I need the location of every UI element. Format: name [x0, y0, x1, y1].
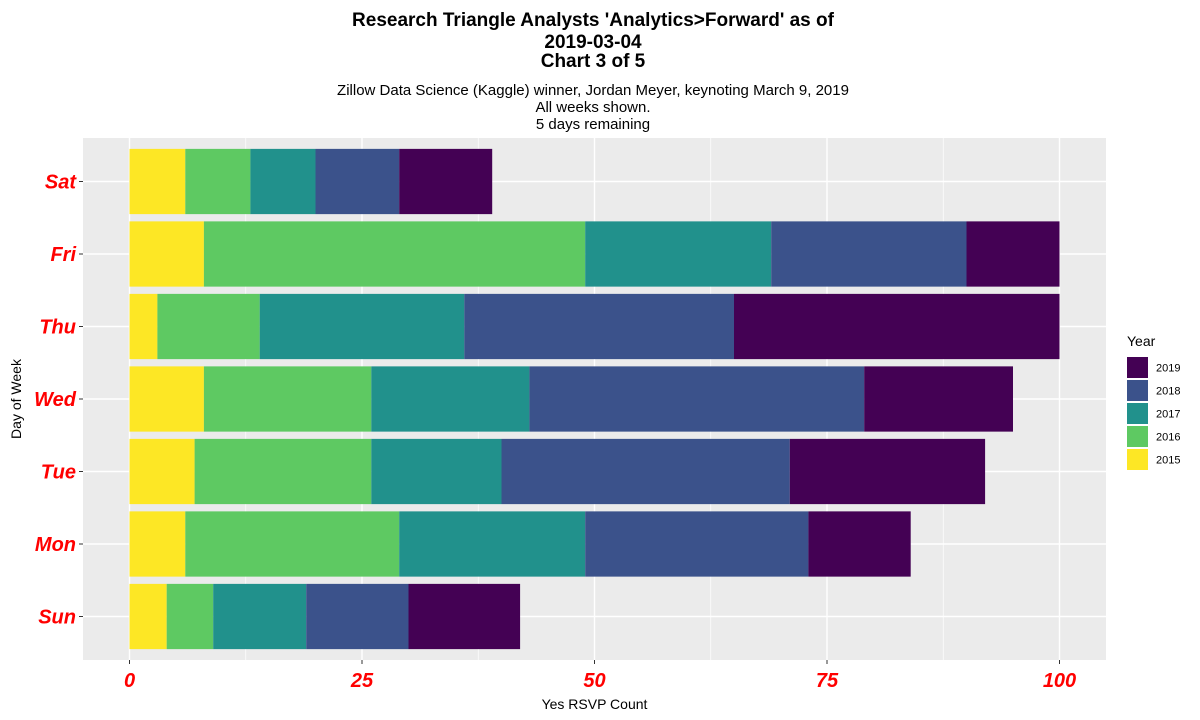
legend-swatch-2015: [1127, 449, 1148, 470]
bar-fri-2018: [771, 221, 967, 287]
bar-sat-2015: [129, 148, 186, 215]
bar-sat-2017: [250, 148, 316, 215]
xtick-label-3: 75: [816, 670, 839, 692]
legend-swatch-2019: [1127, 357, 1148, 378]
bar-mon-2016: [185, 511, 400, 577]
xtick-label-2: 50: [583, 670, 605, 692]
bar-thu-2017: [259, 293, 465, 360]
chart-title-line-2: 2019-03-04: [544, 32, 642, 53]
chart-title-line-3: Chart 3 of 5: [541, 51, 646, 72]
bar-tue-2017: [371, 438, 502, 505]
bar-mon-2017: [399, 511, 586, 577]
legend-title: Year: [1127, 333, 1156, 349]
bar-sun-2017: [213, 583, 307, 650]
legend-label-2016: 2016: [1156, 432, 1180, 444]
bar-mon-2018: [585, 511, 809, 577]
bar-tue-2016: [194, 438, 372, 505]
bar-fri-2015: [129, 221, 204, 287]
ytick-label-sun: Sun: [38, 607, 76, 629]
legend-swatch-2016: [1127, 426, 1148, 447]
ytick-label-sat: Sat: [45, 172, 77, 194]
chart-title-line-1: Research Triangle Analysts 'Analytics>Fo…: [352, 10, 835, 31]
ytick-label-fri: Fri: [50, 244, 76, 266]
bar-tue-2019: [789, 438, 986, 505]
bar-mon-2019: [808, 511, 911, 577]
bar-sat-2016: [185, 148, 251, 215]
bar-wed-2018: [529, 366, 865, 432]
x-axis-title: Yes RSVP Count: [542, 696, 648, 712]
chart-subtitle-line-3: 5 days remaining: [536, 116, 650, 133]
chart-subtitle-line-1: Zillow Data Science (Kaggle) winner, Jor…: [337, 82, 849, 99]
bar-sat-2018: [315, 148, 400, 215]
bar-sun-2016: [166, 583, 214, 650]
bar-sun-2018: [306, 583, 409, 650]
bar-sun-2015: [129, 583, 167, 650]
bar-mon-2015: [129, 511, 186, 577]
bar-sun-2019: [408, 583, 521, 650]
bar-tue-2018: [501, 438, 790, 505]
bar-tue-2015: [129, 438, 195, 505]
bar-thu-2018: [464, 293, 734, 360]
xtick-label-1: 25: [350, 670, 374, 692]
legend-label-2019: 2019: [1156, 363, 1180, 375]
xtick-label-4: 100: [1043, 670, 1076, 692]
bar-fri-2017: [585, 221, 772, 287]
ytick-label-wed: Wed: [34, 389, 77, 411]
ytick-label-mon: Mon: [35, 534, 76, 556]
bar-sat-2019: [399, 148, 493, 215]
ytick-label-tue: Tue: [41, 462, 76, 484]
chart-subtitle-line-2: All weeks shown.: [535, 99, 650, 116]
ytick-label-thu: Thu: [39, 317, 76, 339]
legend-swatch-2018: [1127, 380, 1148, 401]
bar-wed-2017: [371, 366, 530, 432]
bar-wed-2019: [864, 366, 1013, 432]
legend-label-2015: 2015: [1156, 455, 1180, 467]
bar-fri-2019: [966, 221, 1060, 287]
bar-wed-2015: [129, 366, 204, 432]
bar-fri-2016: [203, 221, 586, 287]
legend-label-2017: 2017: [1156, 409, 1180, 421]
bar-thu-2019: [734, 293, 1060, 360]
bar-thu-2015: [129, 293, 158, 360]
legend-label-2018: 2018: [1156, 386, 1180, 398]
legend-swatch-2017: [1127, 403, 1148, 424]
y-axis-title: Day of Week: [8, 358, 24, 439]
xtick-label-0: 0: [124, 670, 135, 692]
bar-thu-2016: [157, 293, 260, 360]
bar-wed-2016: [203, 366, 372, 432]
